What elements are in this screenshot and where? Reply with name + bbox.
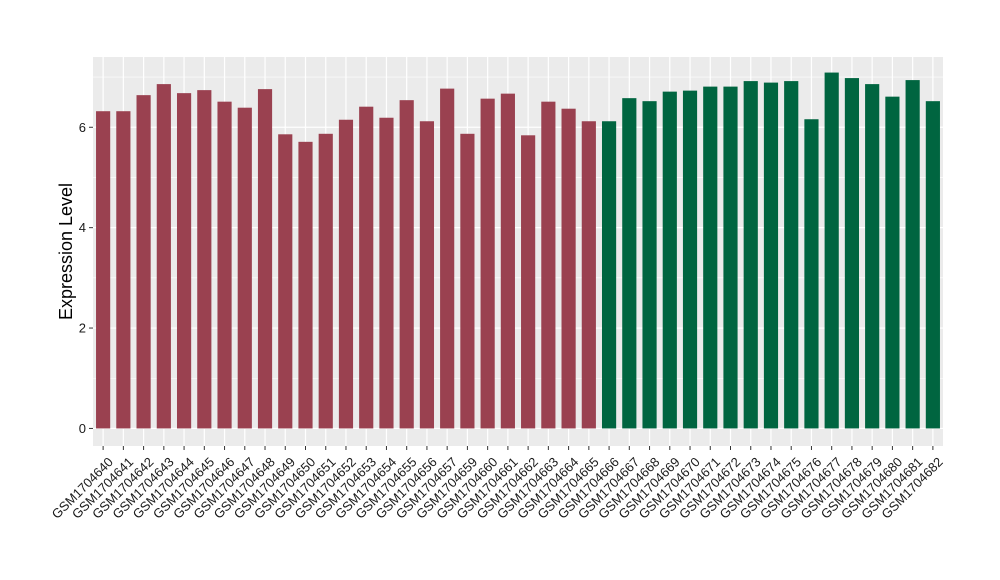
bars [96,72,940,429]
bar [379,117,394,429]
plot-panel [93,57,943,446]
bar [338,119,354,429]
bar [318,133,333,429]
y-axis-title: Expression Level [56,183,76,320]
bar [743,81,758,429]
bar [116,111,131,429]
bar [237,107,252,429]
bar [298,141,313,429]
bar [460,133,475,429]
bar [176,93,192,429]
bar [480,98,495,429]
x-axis: GSM1704640GSM1704641GSM1704642GSM1704643… [49,446,946,522]
bar [642,101,657,429]
bar [217,101,232,429]
bar [824,72,839,429]
bar [905,80,920,429]
bar [136,95,151,429]
bar [156,84,171,429]
bar [278,134,293,429]
bar [359,106,374,429]
bar [197,90,212,429]
bar [521,135,536,429]
bar [622,98,637,429]
bar [925,101,940,429]
bar [662,91,677,429]
bar [541,101,556,429]
bar [96,111,111,429]
bar [723,86,738,429]
bar [804,119,819,429]
bar [885,96,900,429]
y-axis: 0 2 4 6 [79,120,93,436]
y-tick-label: 0 [79,421,86,436]
bar [682,90,698,429]
bar [581,121,596,429]
bar [419,121,435,429]
bar [844,78,860,429]
bar [500,93,515,429]
bar [399,100,414,429]
bar [703,86,718,429]
y-tick-label: 2 [79,321,86,336]
bar [763,82,779,429]
y-tick-label: 4 [79,220,86,235]
bar [865,84,880,429]
bar [257,89,273,429]
bar [601,121,617,429]
y-tick-label: 6 [79,120,86,135]
bar [561,108,576,429]
bar [440,88,455,429]
bar [784,81,799,429]
